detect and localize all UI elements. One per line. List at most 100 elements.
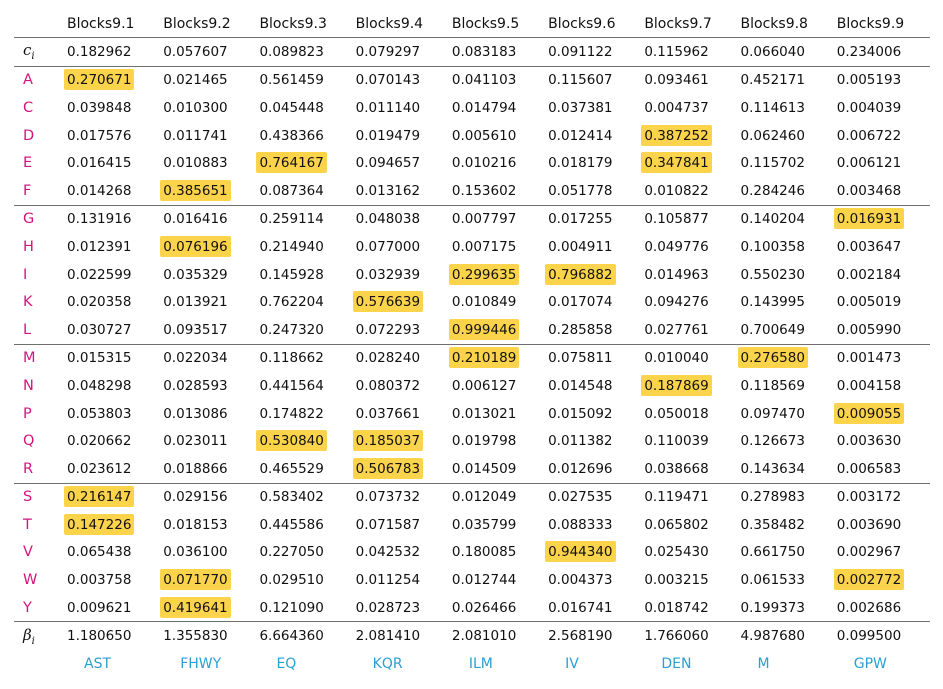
value: 0.097470 (740, 405, 805, 422)
value: 0.099500 (836, 628, 902, 645)
value: 0.018153 (163, 516, 228, 533)
value: 0.115962 (644, 43, 709, 60)
value-cell: 0.445586 (256, 511, 352, 539)
value: 0.037381 (548, 99, 613, 116)
value-cell: 0.012049 (448, 482, 546, 512)
value: 0.145928 (259, 266, 324, 283)
value-cell: 0.050018 (641, 400, 737, 428)
column-header: Blocks9.2 (163, 15, 231, 32)
value: 0.010883 (163, 155, 228, 172)
table-row: D 0.017576 0.011741 0.438366 0.019479 0.00561… (14, 122, 930, 150)
amino-acid-label: E (23, 155, 33, 172)
value-cell: 0.045448 (256, 94, 352, 122)
value: 0.057607 (163, 43, 228, 60)
value-cell: 0.115702 (738, 149, 834, 177)
value: 0.011741 (163, 127, 228, 144)
value-cell: 0.012414 (545, 122, 641, 150)
value-cell: 0.004039 (834, 94, 930, 122)
value-cell: 6.664360 (256, 621, 353, 651)
value-cell: 0.025430 (641, 539, 737, 567)
value: 0.452171 (740, 72, 805, 89)
value: 0.114613 (740, 99, 805, 116)
value: 0.036100 (163, 544, 228, 561)
category-text: ILM (468, 656, 493, 673)
value-cell: 0.299635 (448, 261, 545, 289)
value-cell: 0.003172 (833, 482, 930, 512)
value-cell: 0.210189 (448, 343, 546, 373)
value-cell: 0.285858 (545, 316, 641, 344)
value: 0.089823 (259, 43, 324, 60)
value-cell: 0.013921 (160, 288, 256, 316)
value-cell: 0.091122 (545, 37, 642, 67)
value-cell: 0.020662 (64, 427, 160, 455)
value-cell: 0.016741 (545, 594, 641, 622)
value: 0.094657 (355, 155, 421, 172)
value-cell: 0.143634 (738, 455, 834, 483)
value-cell: 0.071587 (353, 511, 449, 539)
value-cell: 2.081410 (352, 621, 449, 651)
value: 0.013162 (355, 182, 421, 199)
value: 0.018866 (163, 460, 228, 477)
value: 0.014268 (67, 182, 132, 199)
value-cell: 0.010883 (160, 149, 256, 177)
block-category-label: M (738, 650, 834, 678)
value-cell: 0.018742 (641, 594, 737, 622)
value: 0.105877 (644, 211, 709, 228)
subscript: i (31, 51, 35, 63)
value: 0.049776 (644, 238, 709, 255)
value: 0.234006 (836, 43, 902, 60)
value: 0.080372 (355, 377, 421, 394)
highlighted-value: 0.002772 (833, 569, 905, 591)
column-header: Blocks9.1 (67, 15, 135, 32)
value-cell: 0.006127 (449, 372, 545, 400)
value: 0.247320 (259, 321, 324, 338)
value-cell: 0.094657 (353, 149, 449, 177)
value-cell: 0.062460 (738, 122, 834, 150)
amino-acid-label: Q (23, 433, 35, 450)
value-cell: 0.077000 (353, 233, 449, 261)
value: 0.042532 (355, 544, 421, 561)
value: 0.038668 (644, 460, 709, 477)
highlighted-value: 0.009055 (833, 402, 905, 424)
c-row-label: ci (14, 37, 64, 67)
value: 0.010216 (451, 155, 517, 172)
amino-acid-label: M (14, 343, 64, 373)
value: 0.010040 (644, 350, 709, 367)
value-cell: 0.041103 (448, 65, 546, 95)
value: 0.014963 (644, 266, 709, 283)
value-cell: 0.083183 (448, 37, 546, 67)
value: 0.100358 (740, 238, 805, 255)
value-cell: 4.987680 (737, 621, 834, 651)
value-cell: 0.118569 (738, 372, 834, 400)
value-cell: 0.065802 (641, 511, 737, 539)
value: 0.088333 (548, 516, 613, 533)
value-cell: 0.023011 (160, 427, 256, 455)
column-header: Blocks9.9 (836, 15, 905, 32)
value-cell: 0.003690 (834, 511, 930, 539)
value-cell: 0.029156 (160, 482, 257, 512)
value-cell: 0.057607 (160, 37, 257, 67)
value: 0.093461 (644, 72, 709, 89)
amino-acid-label: H (23, 238, 34, 255)
value-cell: 0.016416 (160, 204, 257, 234)
value-cell: 0.182962 (64, 37, 161, 67)
value-cell: 0.004373 (545, 566, 641, 594)
highlighted-value: 0.385651 (160, 179, 231, 201)
value: 0.182962 (67, 43, 132, 60)
value-cell: 0.762204 (256, 288, 352, 316)
column-header: Blocks9.7 (644, 15, 712, 32)
value: 0.003690 (836, 516, 902, 533)
value: 0.013921 (163, 294, 228, 311)
value-cell: 0.075811 (545, 343, 642, 373)
value-cell: 0.465529 (256, 455, 352, 483)
value: 0.010849 (451, 294, 517, 311)
value-cell: 0.387252 (641, 122, 737, 150)
highlighted-value: 0.216147 (64, 486, 135, 508)
value: 0.012414 (548, 127, 613, 144)
value-cell: 0.012696 (545, 455, 641, 483)
highlighted-value: 0.347841 (641, 152, 712, 174)
value-cell: 0.126673 (738, 427, 834, 455)
value: 0.227050 (259, 544, 324, 561)
category-text: M (757, 656, 770, 673)
value-cell: 0.048298 (64, 372, 160, 400)
